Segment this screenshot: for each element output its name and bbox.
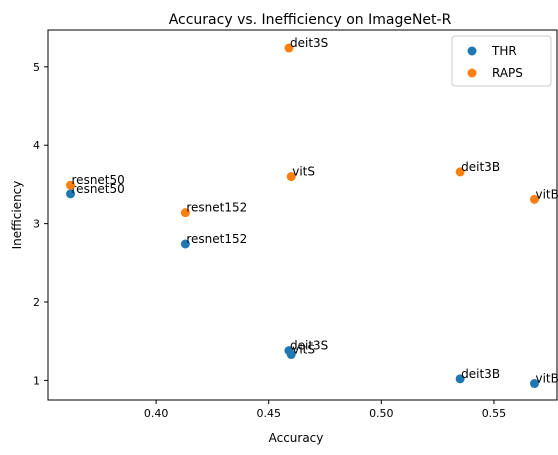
y-tick-label: 2 [33, 296, 40, 309]
point-label: vitB [535, 187, 558, 201]
series-raps: resnet50 resnet152 deit3S vitS deit3B vitB [66, 36, 558, 218]
legend-box [451, 35, 552, 87]
data-point [66, 189, 76, 199]
point-label: vitB [535, 372, 558, 386]
data-point [455, 167, 465, 177]
x-tick-label: 0.40 [144, 407, 169, 420]
point-label: resnet152 [186, 201, 247, 215]
y-tick-label: 1 [33, 374, 40, 387]
y-tick-label: 4 [33, 139, 40, 152]
x-axis-label: Accuracy [269, 431, 324, 445]
data-point [286, 172, 296, 182]
legend-label: THR [491, 44, 517, 58]
x-tick-label: 0.55 [482, 407, 507, 420]
legend-marker [467, 68, 477, 78]
point-label: resnet50 [72, 173, 125, 187]
data-point [529, 194, 539, 204]
point-label: deit3B [461, 160, 500, 174]
data-point [284, 43, 294, 53]
point-label: vitS [292, 343, 315, 357]
plot-frame [47, 29, 558, 401]
data-point [286, 350, 296, 360]
data-point [180, 239, 190, 249]
chart-title: Accuracy vs. Inefficiency on ImageNet-R [169, 12, 452, 28]
legend-marker [467, 46, 477, 56]
data-point [66, 180, 76, 190]
point-label: deit3B [461, 367, 500, 381]
point-label: resnet152 [186, 232, 247, 246]
y-tick-label: 5 [33, 61, 40, 74]
y-axis-label: Inefficiency [10, 181, 24, 250]
data-point [529, 379, 539, 389]
point-label: resnet50 [72, 182, 125, 196]
x-tick-label: 0.45 [256, 407, 281, 420]
x-tick-label: 0.50 [369, 407, 394, 420]
legend-label: RAPS [492, 66, 523, 80]
y-tick-label: 3 [33, 218, 40, 231]
point-label: deit3S [290, 36, 328, 50]
point-label: deit3S [290, 339, 328, 353]
legend: THR RAPS [451, 35, 552, 87]
data-point [180, 208, 190, 218]
data-point [455, 374, 465, 384]
point-label: vitS [292, 165, 315, 179]
